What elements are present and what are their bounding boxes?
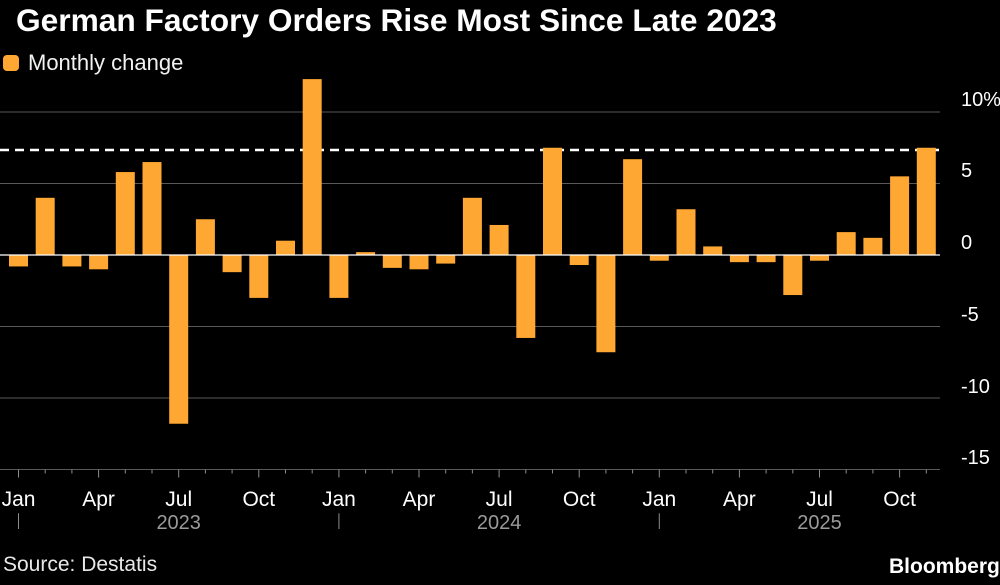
svg-text:Jan: Jan	[322, 488, 356, 511]
svg-text:Apr: Apr	[403, 488, 436, 511]
svg-text:Jul: Jul	[806, 488, 833, 511]
svg-text:0: 0	[961, 232, 972, 254]
svg-text:Jan: Jan	[2, 488, 36, 511]
svg-text:5: 5	[961, 160, 972, 182]
svg-text:-10: -10	[961, 376, 990, 398]
svg-text:-15: -15	[961, 447, 990, 469]
svg-text:Apr: Apr	[723, 488, 756, 511]
svg-text:2025: 2025	[797, 512, 842, 534]
svg-text:Oct: Oct	[563, 488, 596, 511]
svg-text:Oct: Oct	[883, 488, 916, 511]
svg-text:Oct: Oct	[242, 488, 275, 511]
svg-text:2024: 2024	[477, 512, 522, 534]
svg-text:10%: 10%	[961, 89, 1000, 111]
svg-text:Jan: Jan	[642, 488, 676, 511]
svg-text:-5: -5	[961, 304, 979, 326]
svg-text:Jul: Jul	[486, 488, 513, 511]
svg-text:Jul: Jul	[165, 488, 192, 511]
svg-text:Apr: Apr	[82, 488, 115, 511]
svg-text:2023: 2023	[156, 512, 201, 534]
